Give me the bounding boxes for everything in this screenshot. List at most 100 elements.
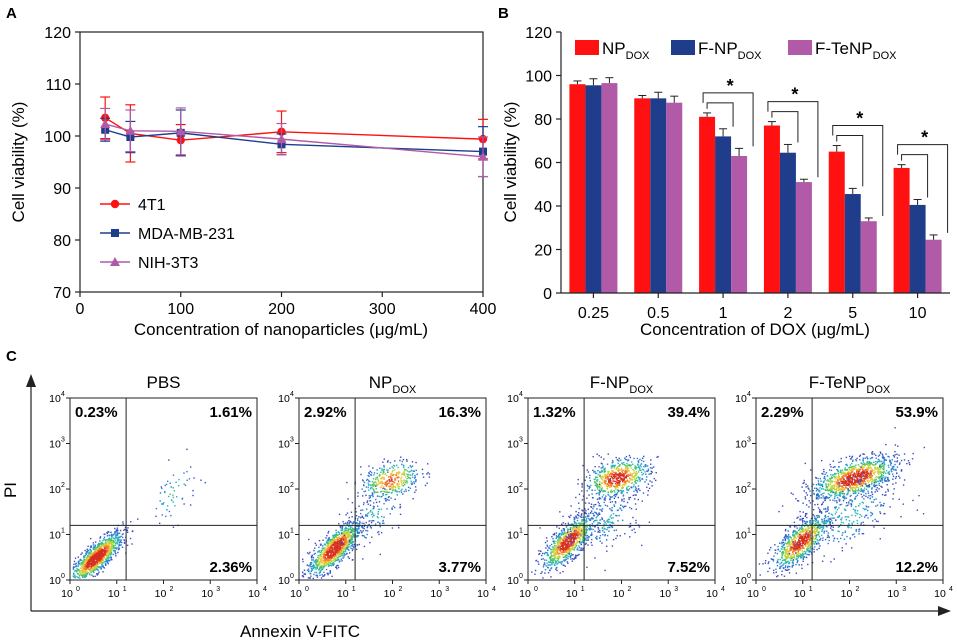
flow-event: [573, 534, 576, 536]
panel-a-x-axis-label: Concentration of nanoparticles (μg/mL): [134, 320, 428, 339]
flow-event: [614, 486, 616, 488]
flow-event: [568, 553, 570, 555]
quadrant-bottom-right-percent: 3.77%: [438, 559, 481, 576]
data-point-NIH-3T3: [478, 151, 488, 161]
flow-event: [312, 563, 315, 566]
flow-event: [116, 543, 118, 545]
flow-event: [580, 527, 582, 530]
significance-bracket: [832, 125, 884, 216]
flow-event: [400, 489, 402, 492]
legend-marker: [110, 257, 120, 266]
flow-event: [597, 528, 600, 530]
flow-event: [161, 503, 164, 505]
flow-event: [327, 573, 329, 576]
flow-event: [400, 479, 403, 481]
flow-event: [606, 550, 608, 552]
flow-event: [582, 464, 584, 467]
flow-event: [397, 481, 400, 483]
flow-event: [373, 472, 376, 474]
flow-event: [345, 541, 347, 544]
x-tick-exponent: 0: [305, 586, 309, 593]
flow-event: [327, 547, 330, 549]
flow-event: [369, 470, 371, 473]
flow-event: [774, 552, 777, 554]
flow-event: [570, 540, 572, 542]
flow-event: [377, 508, 380, 510]
flow-event: [336, 539, 339, 541]
flow-event: [315, 562, 317, 564]
flow-event: [102, 543, 104, 545]
flow-event: [94, 569, 96, 571]
flow-event: [74, 576, 76, 578]
flow-event: [320, 559, 323, 562]
flow-event: [589, 526, 591, 528]
flow-event: [386, 480, 388, 483]
flow-event: [601, 479, 604, 481]
flow-event: [99, 560, 102, 563]
flow-event: [368, 475, 370, 477]
flow-event: [89, 546, 92, 548]
flow-event: [620, 487, 623, 489]
flow-event: [567, 540, 570, 543]
flow-event: [115, 555, 117, 557]
flow-event: [109, 542, 112, 544]
flow-event: [634, 498, 636, 500]
flow-event: [107, 552, 110, 554]
flow-event: [612, 473, 614, 476]
flow-event: [95, 551, 97, 553]
flow-event: [822, 526, 825, 528]
flow-event: [326, 558, 329, 560]
flow-event: [548, 556, 551, 559]
flow-event: [582, 519, 584, 521]
flow-event: [576, 527, 579, 529]
flow-event: [104, 543, 106, 546]
flow-event: [333, 538, 336, 540]
flow-event: [383, 490, 386, 493]
significance-bracket: [702, 92, 754, 147]
flow-event: [336, 534, 338, 537]
flow-event: [588, 512, 590, 515]
flow-event: [350, 529, 352, 531]
y-tick-label: 0: [543, 286, 552, 303]
flow-event: [567, 536, 570, 539]
flow-event: [611, 521, 614, 523]
flow-event: [615, 537, 617, 540]
flow-event: [100, 568, 102, 570]
flow-event: [614, 472, 617, 474]
flow-event: [639, 467, 641, 470]
flow-event: [346, 521, 349, 524]
flow-event: [99, 551, 102, 553]
flow-event: [339, 526, 342, 529]
flow-event: [106, 553, 108, 556]
flow-event: [96, 556, 98, 559]
flow-event: [318, 550, 320, 553]
flow-event: [388, 485, 390, 488]
legend-label: F-TeNPDOX: [815, 39, 897, 62]
flow-event: [94, 560, 97, 563]
flow-event: [571, 532, 573, 534]
flow-event: [84, 571, 87, 573]
flow-event: [403, 479, 405, 481]
flow-event: [339, 532, 341, 534]
flow-event: [111, 558, 113, 561]
flow-event: [608, 478, 610, 480]
flow-event: [617, 520, 619, 522]
flow-event: [379, 553, 381, 556]
flow-event: [318, 549, 320, 552]
flow-event: [113, 537, 116, 540]
flow-event: [559, 537, 561, 539]
flow-event: [572, 540, 574, 543]
flow-event: [554, 545, 557, 547]
flow-event: [96, 559, 98, 561]
flow-event: [325, 554, 328, 556]
flow-event: [553, 533, 556, 536]
flow-event: [301, 571, 304, 573]
flow-event: [110, 558, 113, 560]
flow-event: [322, 554, 324, 556]
flow-event: [78, 570, 81, 573]
flow-event: [634, 467, 636, 469]
flow-event: [621, 485, 624, 488]
legend-name: F-NP: [698, 39, 738, 58]
flow-event: [597, 514, 599, 516]
flow-event: [325, 562, 327, 564]
